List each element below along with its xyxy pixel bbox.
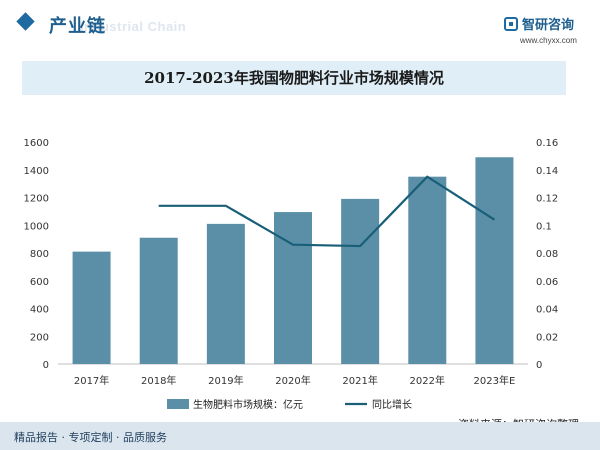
section-subtitle: Industrial Chain: [80, 19, 187, 34]
legend-bar-label: 生物肥料市场规模：亿元: [193, 398, 303, 411]
y-right-tick-label: 0.02: [536, 332, 558, 343]
y-right-tick-label: 0.04: [536, 305, 558, 316]
footer-bar: [0, 422, 600, 450]
x-tick-label: 2023年E: [474, 374, 516, 387]
y-left-tick-label: 1400: [24, 166, 49, 177]
x-tick-label: 2018年: [141, 374, 176, 387]
y-right-tick-label: 0.14: [536, 166, 558, 177]
y-left-tick-label: 1000: [24, 221, 49, 232]
y-left-tick-label: 0: [43, 360, 49, 371]
bar-1: [139, 237, 178, 364]
bar-4: [341, 198, 380, 364]
x-tick-label: 2021年: [342, 374, 377, 387]
chart-title: 2017-2023年我国物肥料行业市场规模情况: [144, 69, 444, 87]
y-right-tick-label: 0: [536, 360, 542, 371]
legend-line-label: 同比增长: [372, 398, 412, 411]
header-bar: Industrial Chain 产业链 智研咨询 www.chyxx.com: [0, 0, 600, 52]
y-left-tick-label: 400: [30, 305, 49, 316]
y-right-tick-label: 0.06: [536, 277, 558, 288]
brand-logo: 智研咨询 www.chyxx.com: [504, 14, 584, 50]
logo-icon: [504, 17, 518, 31]
bar-2: [206, 223, 245, 364]
growth-line: [158, 175, 496, 248]
x-tick-label: 2022年: [410, 374, 445, 387]
y-right-tick-label: 0.08: [536, 249, 558, 260]
footer-slogan: 精品报告 · 专项定制 · 品质服务: [14, 431, 167, 444]
bar-0: [72, 251, 111, 364]
y-left-tick-label: 800: [30, 249, 49, 260]
x-tick-label: 2020年: [275, 374, 310, 387]
bar-5: [408, 176, 447, 364]
footer: 精品报告 · 专项定制 · 品质服务: [0, 422, 600, 450]
y-right-tick-label: 0.16: [536, 138, 558, 149]
chart-title-band: 2017-2023年我国物肥料行业市场规模情况: [22, 61, 566, 95]
legend-bar-swatch: [167, 399, 189, 409]
y-left-tick-label: 600: [30, 277, 49, 288]
y-right-tick-label: 0.1: [536, 221, 552, 232]
bar-3: [274, 212, 312, 364]
y-left-tick-label: 1600: [24, 138, 49, 149]
logo-name: 智研咨询: [522, 18, 575, 33]
y-left-tick-label: 1200: [24, 194, 49, 205]
logo-url: www.chyxx.com: [520, 36, 577, 45]
section-title: 产业链: [49, 16, 106, 37]
y-right-tick-label: 0.12: [536, 194, 558, 205]
y-left-tick-label: 200: [30, 332, 49, 343]
x-tick-label: 2019年: [208, 374, 243, 387]
x-tick-label: 2017年: [74, 374, 109, 387]
bar-6: [475, 157, 514, 364]
